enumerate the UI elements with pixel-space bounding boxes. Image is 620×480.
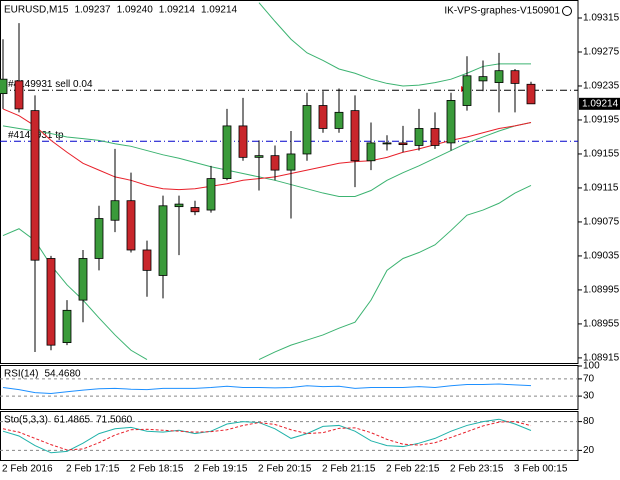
candle-body	[494, 70, 504, 83]
x-tick-label: 2 Feb 19:15	[194, 464, 248, 475]
candle-body	[158, 205, 168, 276]
candle-body	[110, 200, 120, 221]
candle-body	[286, 153, 296, 171]
current-price: 1.09214	[582, 98, 619, 109]
x-tick-label: 2 Feb 23:15	[450, 464, 504, 475]
smiley-icon	[562, 6, 572, 16]
indicator-line	[2, 108, 532, 191]
candle-body	[222, 125, 232, 180]
candle-body	[478, 76, 488, 82]
candle-body	[94, 218, 104, 259]
x-tick-label: 2 Feb 20:15	[258, 464, 312, 475]
candle-body	[398, 142, 408, 146]
header-text: 1.09214	[159, 5, 196, 16]
order-label: #4149931 sell 0.04	[8, 79, 93, 90]
price-box	[579, 97, 620, 110]
y-tick-label: 1.09275	[583, 47, 620, 58]
candle-body	[414, 128, 424, 146]
candle-body	[190, 207, 200, 213]
candle-body	[0, 78, 8, 95]
candle-body	[318, 105, 328, 129]
candle-body	[270, 155, 280, 171]
y-tick-label: 1.09155	[583, 149, 620, 160]
candle-body	[302, 105, 312, 155]
main-panel-frame	[0, 0, 579, 364]
panel-label: 61.4865	[54, 415, 91, 426]
panel-label: 71.5060	[96, 415, 133, 426]
y-tick-label: 100	[583, 361, 600, 372]
indicator-line	[258, 2, 531, 87]
y-tick-label: 1.08995	[583, 285, 620, 296]
candle-body	[430, 128, 440, 146]
header-text: 1.09240	[117, 5, 154, 16]
y-tick-label: 1.09235	[583, 81, 620, 92]
y-tick-label: 30	[583, 391, 595, 402]
candle-body	[174, 203, 184, 208]
y-tick-label: 20	[583, 445, 595, 456]
candle-body	[14, 80, 24, 110]
rsi-panel-frame	[0, 365, 579, 410]
header-text: 1.09237	[74, 5, 111, 16]
header-text: EURUSD,M15	[4, 5, 69, 16]
panel-label: RSI(14)	[4, 369, 38, 380]
candle-body	[382, 142, 392, 145]
y-tick-label: 70	[583, 374, 595, 385]
x-tick-label: 2 Feb 2016	[2, 464, 53, 475]
candle-body	[30, 110, 40, 261]
candle-body	[254, 155, 264, 158]
candle-body	[62, 309, 72, 344]
x-tick-label: 2 Feb 22:15	[386, 464, 440, 475]
header-text: 1.09214	[201, 5, 238, 16]
sto-panel-frame	[0, 411, 579, 461]
y-tick-label: 1.08955	[583, 319, 620, 330]
candle-body	[78, 258, 88, 301]
candle-body	[462, 75, 472, 106]
panel-label: 54.4680	[44, 369, 81, 380]
candle-body	[238, 125, 248, 158]
candle-body	[526, 83, 536, 105]
candle-body	[350, 110, 360, 162]
watermark: IK-VPS-graphes-V150901	[444, 6, 560, 17]
y-tick-label: 1.09315	[583, 13, 620, 24]
x-tick-label: 2 Feb 21:15	[322, 464, 376, 475]
y-tick-label: 1.09195	[583, 115, 620, 126]
x-tick-label: 2 Feb 18:15	[130, 464, 184, 475]
candle-body	[46, 258, 56, 346]
x-tick-label: 3 Feb 00:15	[514, 464, 568, 475]
y-tick-label: 1.09115	[583, 183, 619, 194]
y-tick-label: 1.09035	[583, 251, 620, 262]
indicator-line	[2, 383, 532, 395]
candle-body	[446, 100, 456, 144]
indicator-line	[2, 418, 532, 454]
candle-body	[142, 249, 152, 271]
candle-body	[510, 70, 520, 84]
indicator-line	[2, 184, 532, 361]
candle-body	[366, 142, 376, 162]
candle-body	[334, 111, 344, 129]
indicator-line	[2, 421, 532, 451]
indicator-line	[2, 122, 532, 197]
y-tick-label: 80	[583, 416, 595, 427]
candle-body	[206, 178, 216, 211]
x-tick-label: 2 Feb 17:15	[66, 464, 120, 475]
panel-label: Sto(5,3,3)	[4, 415, 48, 426]
y-tick-label: 1.09075	[583, 217, 620, 228]
candle-body	[126, 200, 136, 251]
y-tick-label: 1.08915	[583, 353, 620, 364]
